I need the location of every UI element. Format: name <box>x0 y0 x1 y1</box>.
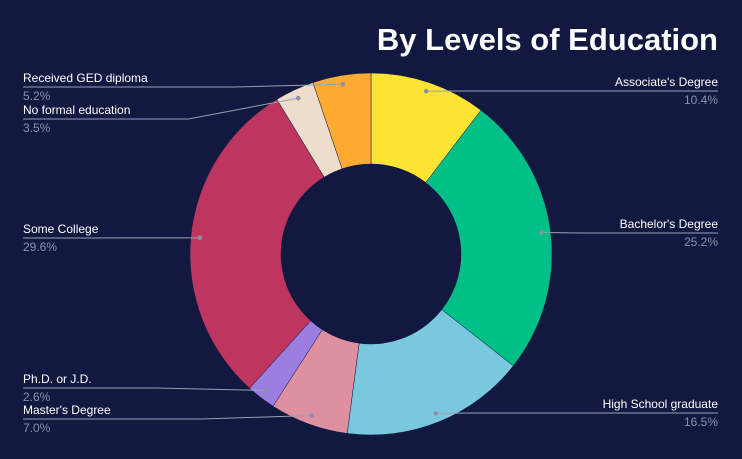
leader-dot-2 <box>433 411 439 416</box>
chart-title: By Levels of Education <box>376 22 718 57</box>
slice-value-label: 2.6% <box>23 390 51 404</box>
slice-label: Associate's Degree <box>615 75 718 89</box>
slice-7[interactable] <box>312 72 372 170</box>
slice-label: No formal education <box>23 103 130 117</box>
slice-label: Received GED diploma <box>23 71 148 85</box>
slice-value-label: 25.2% <box>684 235 718 249</box>
slice-label: Some College <box>23 222 99 236</box>
slice-value-label: 7.0% <box>23 421 51 435</box>
leader-dot-3 <box>309 413 315 418</box>
slice-value-label: 10.4% <box>684 93 718 107</box>
leader-dot-6 <box>295 95 301 101</box>
slice-label: Bachelor's Degree <box>620 217 719 231</box>
leader-line-1 <box>541 231 718 234</box>
slice-value-label: 29.6% <box>23 240 57 254</box>
slice-5[interactable] <box>189 99 325 389</box>
leader-dot-1 <box>539 230 544 235</box>
slice-label: High School graduate <box>603 397 719 411</box>
slice-1[interactable] <box>425 109 553 367</box>
leader-dot-4 <box>264 388 269 393</box>
slice-label: Master's Degree <box>23 403 111 417</box>
slice-value-label: 5.2% <box>23 89 51 103</box>
slice-value-label: 16.5% <box>684 415 718 429</box>
leader-line-6 <box>23 97 299 120</box>
leader-line-3 <box>23 414 312 420</box>
slice-2[interactable] <box>346 309 514 436</box>
leader-dot-0 <box>423 88 429 94</box>
slice-label: Ph.D. or J.D. <box>23 372 92 386</box>
leader-dot-5 <box>197 235 203 241</box>
leader-line-4 <box>23 387 267 392</box>
leader-line-7 <box>23 83 344 88</box>
leader-dot-7 <box>340 81 346 87</box>
slice-value-label: 3.5% <box>23 121 51 135</box>
